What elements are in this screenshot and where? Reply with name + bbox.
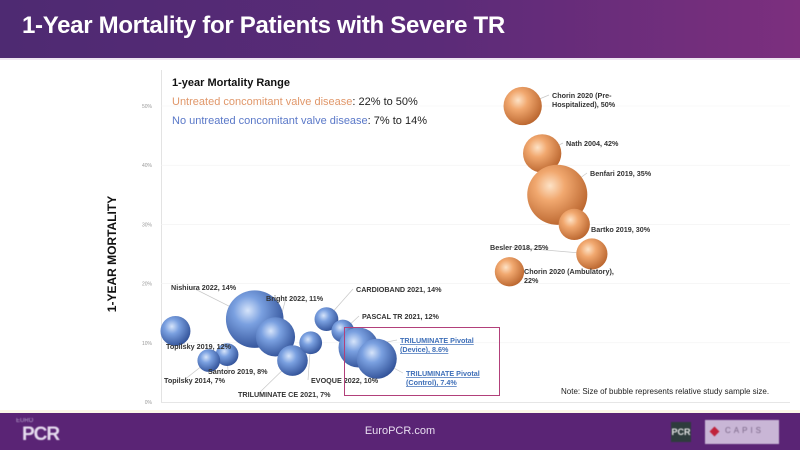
- bubble-label: Chorin 2020 (Ambulatory),: [524, 267, 614, 276]
- y-tick-label: 10%: [142, 341, 153, 347]
- triluminate-pivotal-highlight-box: [344, 327, 500, 396]
- no-untreated-bubble: [314, 307, 339, 332]
- no-untreated-bubble: [160, 315, 191, 346]
- bubble-label: Benfari 2019, 35%: [590, 169, 652, 178]
- bubble-label: Topilsky 2019, 12%: [166, 342, 232, 351]
- bubble-label: Besler 2018, 25%: [490, 243, 549, 252]
- legend-no-untreated-range: : 7% to 14%: [367, 115, 427, 127]
- footer-website: EuroPCR.com: [364, 425, 436, 437]
- bubble-size-note: Note: Size of bubble represents relative…: [561, 387, 770, 396]
- untreated-bubble: [494, 257, 525, 287]
- legend-untreated: Untreated concomitant valve disease: 22%…: [172, 96, 427, 108]
- bubble-label: TRILUMINATE CE 2021, 7%: [238, 390, 331, 399]
- header-divider: [0, 58, 800, 60]
- partner-logo: CAPIS: [705, 420, 779, 444]
- bubble-label: Nishiura 2022, 14%: [171, 283, 237, 292]
- bubble-label: Topilsky 2014, 7%: [164, 376, 226, 385]
- no-untreated-bubble: [215, 343, 239, 367]
- legend-no-untreated-label: No untreated concomitant valve disease: [172, 115, 368, 127]
- y-tick-label: 0%: [145, 400, 153, 406]
- bubble-label: TRILUMINATE Pivotal: [406, 369, 480, 378]
- y-tick-label: 20%: [142, 282, 153, 288]
- slide-header: 1-Year Mortality for Patients with Sever…: [0, 0, 800, 58]
- europcr-logo-small-text: EURO: [16, 418, 34, 424]
- untreated-bubble: [503, 86, 542, 126]
- bubble-label: TRILUMINATE Pivotal: [400, 336, 474, 345]
- partner-logo-mark-icon: [709, 426, 720, 437]
- bubble-label: PASCAL TR 2021, 12%: [362, 312, 439, 321]
- bubble-label: Santoro 2019, 8%: [208, 367, 268, 376]
- bubble-label: Chorin 2020 (Pre-: [552, 91, 612, 100]
- bubble-label: Hospitalized), 50%: [552, 100, 616, 109]
- y-tick-label: 30%: [142, 222, 153, 228]
- untreated-bubble: [523, 134, 562, 173]
- legend-no-untreated: No untreated concomitant valve disease: …: [172, 115, 427, 127]
- bubble-label: (Control), 7.4%: [406, 378, 457, 387]
- legend-untreated-label: Untreated concomitant valve disease: [172, 96, 353, 108]
- slide-title: 1-Year Mortality for Patients with Sever…: [22, 12, 505, 39]
- no-untreated-bubble: [299, 331, 323, 355]
- bubble-label: 22%: [524, 276, 539, 285]
- partner-logo-text: CAPIS: [725, 426, 765, 435]
- no-untreated-bubble: [197, 349, 221, 372]
- pcr-logo: PCR: [671, 422, 691, 442]
- footer-divider: [0, 410, 800, 413]
- bubble-label: Bartko 2019, 30%: [591, 225, 651, 234]
- untreated-bubble: [558, 208, 590, 241]
- europcr-logo: EURO PCR: [14, 417, 60, 446]
- slide-footer: EURO PCR EuroPCR.com PCR CAPIS: [0, 413, 800, 450]
- no-untreated-bubble: [356, 338, 397, 379]
- bubble-label: Bright 2022, 11%: [266, 294, 324, 303]
- no-untreated-bubble: [255, 317, 296, 357]
- y-axis-line: [161, 70, 162, 403]
- europcr-logo-text: PCR: [22, 424, 60, 445]
- y-tick-label: 40%: [142, 163, 153, 169]
- y-tick-label: 50%: [142, 104, 153, 110]
- bubble-label: CARDIOBAND 2021, 14%: [356, 285, 442, 294]
- mortality-range-legend: 1-year Mortality Range Untreated concomi…: [172, 77, 427, 134]
- bubble-label: Nath 2004, 42%: [566, 139, 619, 148]
- legend-title: 1-year Mortality Range: [172, 77, 290, 89]
- x-axis-line: [161, 402, 790, 403]
- legend-untreated-range: : 22% to 50%: [352, 96, 418, 108]
- bubble-label: (Device), 8.6%: [400, 345, 449, 354]
- untreated-bubble: [576, 238, 608, 270]
- no-untreated-bubble: [277, 345, 308, 376]
